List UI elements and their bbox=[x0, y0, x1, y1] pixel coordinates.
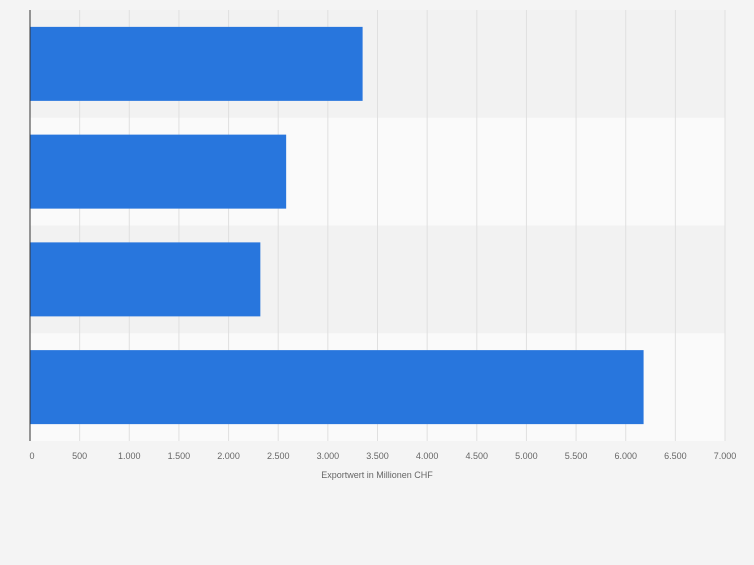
x-tick-label: 1.500 bbox=[168, 451, 191, 461]
bar[interactable] bbox=[30, 26, 363, 101]
x-tick-label: 7.000 bbox=[714, 451, 737, 461]
x-tick-label: 6.500 bbox=[664, 451, 687, 461]
bars bbox=[30, 26, 644, 425]
bar[interactable] bbox=[30, 134, 287, 209]
x-tick-label: 3.500 bbox=[366, 451, 389, 461]
x-tick-label: 6.000 bbox=[614, 451, 637, 461]
x-tick-label: 2.000 bbox=[217, 451, 240, 461]
x-tick-label: 5.000 bbox=[515, 451, 538, 461]
x-tick-label: 500 bbox=[72, 451, 87, 461]
x-tick-label: 3.000 bbox=[317, 451, 340, 461]
x-tick-label: 4.500 bbox=[466, 451, 489, 461]
x-tick-label: 1.000 bbox=[118, 451, 141, 461]
bar[interactable] bbox=[30, 242, 261, 317]
x-tick-label: 5.500 bbox=[565, 451, 588, 461]
x-tick-labels: 0 500 1.000 1.500 2.000 2.500 3.000 3.500 4.000 4… bbox=[29, 451, 736, 461]
x-tick-label: 2.500 bbox=[267, 451, 290, 461]
x-tick-label: 0 bbox=[29, 451, 34, 461]
x-axis-label: Exportwert in Millionen CHF bbox=[321, 470, 433, 480]
x-tick-label: 4.000 bbox=[416, 451, 439, 461]
bar[interactable] bbox=[30, 350, 644, 425]
